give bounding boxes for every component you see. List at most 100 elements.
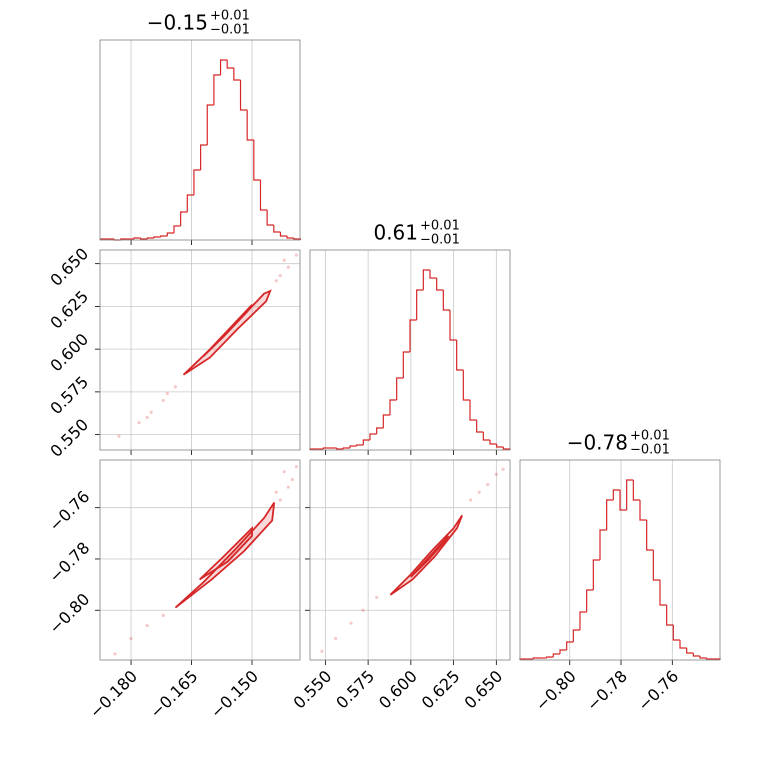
panel-frame	[99, 459, 301, 661]
histogram-step	[566, 641, 574, 650]
histogram-step	[422, 269, 430, 290]
histogram-step	[586, 589, 594, 612]
histogram-step	[349, 445, 357, 448]
panel-frame	[309, 249, 511, 451]
sample-point	[282, 470, 286, 474]
sample-point	[129, 636, 133, 641]
panel-title: −0.78	[567, 431, 628, 455]
sample-point	[117, 434, 121, 438]
histogram-step	[449, 310, 457, 341]
sample-point	[501, 467, 505, 471]
panel-frame	[99, 249, 301, 451]
panel-frame	[99, 39, 301, 241]
sample-point	[290, 477, 294, 482]
sample-point	[494, 472, 498, 476]
histogram-step	[140, 238, 148, 240]
histogram-step	[606, 499, 614, 530]
sample-point	[375, 595, 379, 600]
histogram-step	[552, 653, 560, 657]
contour	[198, 526, 253, 581]
histogram-step	[396, 377, 404, 400]
sample-point	[274, 279, 278, 283]
contour	[202, 304, 253, 357]
histogram-step	[532, 657, 540, 659]
sample-point	[145, 415, 149, 420]
sample-point	[469, 498, 473, 502]
histogram-step	[180, 211, 188, 226]
histogram-step	[193, 169, 201, 195]
histogram-step	[476, 420, 484, 433]
title-lower-error: −0.01	[630, 443, 670, 458]
histogram-step	[666, 605, 674, 626]
histogram-step	[626, 479, 634, 510]
y-tick-label: −0.80	[45, 589, 93, 637]
histogram-step	[672, 625, 680, 641]
x-tick-label: 0.575	[332, 667, 378, 713]
sample-point	[278, 498, 282, 502]
histogram-step	[356, 444, 364, 446]
panel-title: 0.61	[373, 221, 418, 245]
histogram-step	[233, 68, 241, 81]
title-upper-error: +0.01	[630, 429, 670, 444]
sample-point	[334, 636, 338, 641]
y-tick-label: 0.625	[46, 287, 92, 333]
histogram-step	[659, 580, 667, 606]
histogram-step	[482, 432, 490, 441]
sample-point	[282, 258, 286, 262]
histogram-step	[612, 489, 620, 500]
histogram-step	[146, 237, 155, 239]
x-tick-label: 0.600	[375, 667, 421, 713]
histogram-step	[546, 656, 554, 658]
histogram-step	[382, 414, 390, 428]
x-tick-label: −0.76	[634, 667, 682, 715]
histogram-step	[442, 290, 450, 311]
histogram-step	[322, 447, 330, 449]
sample-point	[486, 483, 490, 487]
sample-point	[145, 624, 149, 628]
histogram-step	[246, 110, 254, 141]
histogram-step	[133, 237, 141, 239]
histogram-step	[496, 444, 504, 448]
histogram-step	[462, 370, 470, 401]
sample-point	[161, 398, 165, 403]
histogram-step	[456, 340, 464, 371]
histogram-step	[259, 180, 268, 211]
histogram-step	[619, 490, 627, 511]
sample-point	[294, 465, 298, 469]
sample-point	[161, 613, 165, 617]
histogram-step	[579, 611, 587, 630]
title-lower-error: −0.01	[420, 233, 460, 248]
histogram-step	[273, 225, 281, 233]
x-tick-label: −0.180	[86, 667, 141, 722]
y-tick-label: 0.575	[46, 372, 92, 418]
histogram-step	[293, 238, 302, 240]
histogram-step	[436, 278, 444, 291]
contour	[389, 514, 463, 596]
sample-point	[349, 621, 353, 625]
histogram-step	[639, 500, 647, 521]
sample-point	[320, 649, 324, 653]
histogram-step	[200, 144, 208, 170]
sample-point	[113, 652, 117, 656]
y-tick-label: 0.550	[46, 415, 92, 461]
histogram-step	[706, 658, 714, 660]
histogram-step	[409, 319, 417, 352]
title-upper-error: +0.01	[210, 9, 250, 24]
histogram-step	[402, 351, 410, 378]
sample-point	[278, 274, 282, 278]
x-tick-label: 0.550	[290, 667, 336, 713]
x-tick-label: 0.625	[418, 667, 464, 713]
sample-point	[286, 265, 290, 269]
panel-frame	[519, 459, 721, 661]
histogram-step	[166, 232, 174, 236]
histogram-step	[369, 433, 377, 440]
y-tick-label: 0.600	[46, 330, 92, 376]
histogram-step	[679, 640, 687, 649]
title-lower-error: −0.01	[210, 23, 250, 38]
histogram-step	[559, 649, 567, 654]
histogram-step	[699, 656, 707, 659]
x-tick-label: −0.78	[583, 667, 631, 715]
histogram-step	[253, 140, 261, 181]
sample-point	[274, 490, 278, 494]
histogram-step	[153, 236, 161, 238]
